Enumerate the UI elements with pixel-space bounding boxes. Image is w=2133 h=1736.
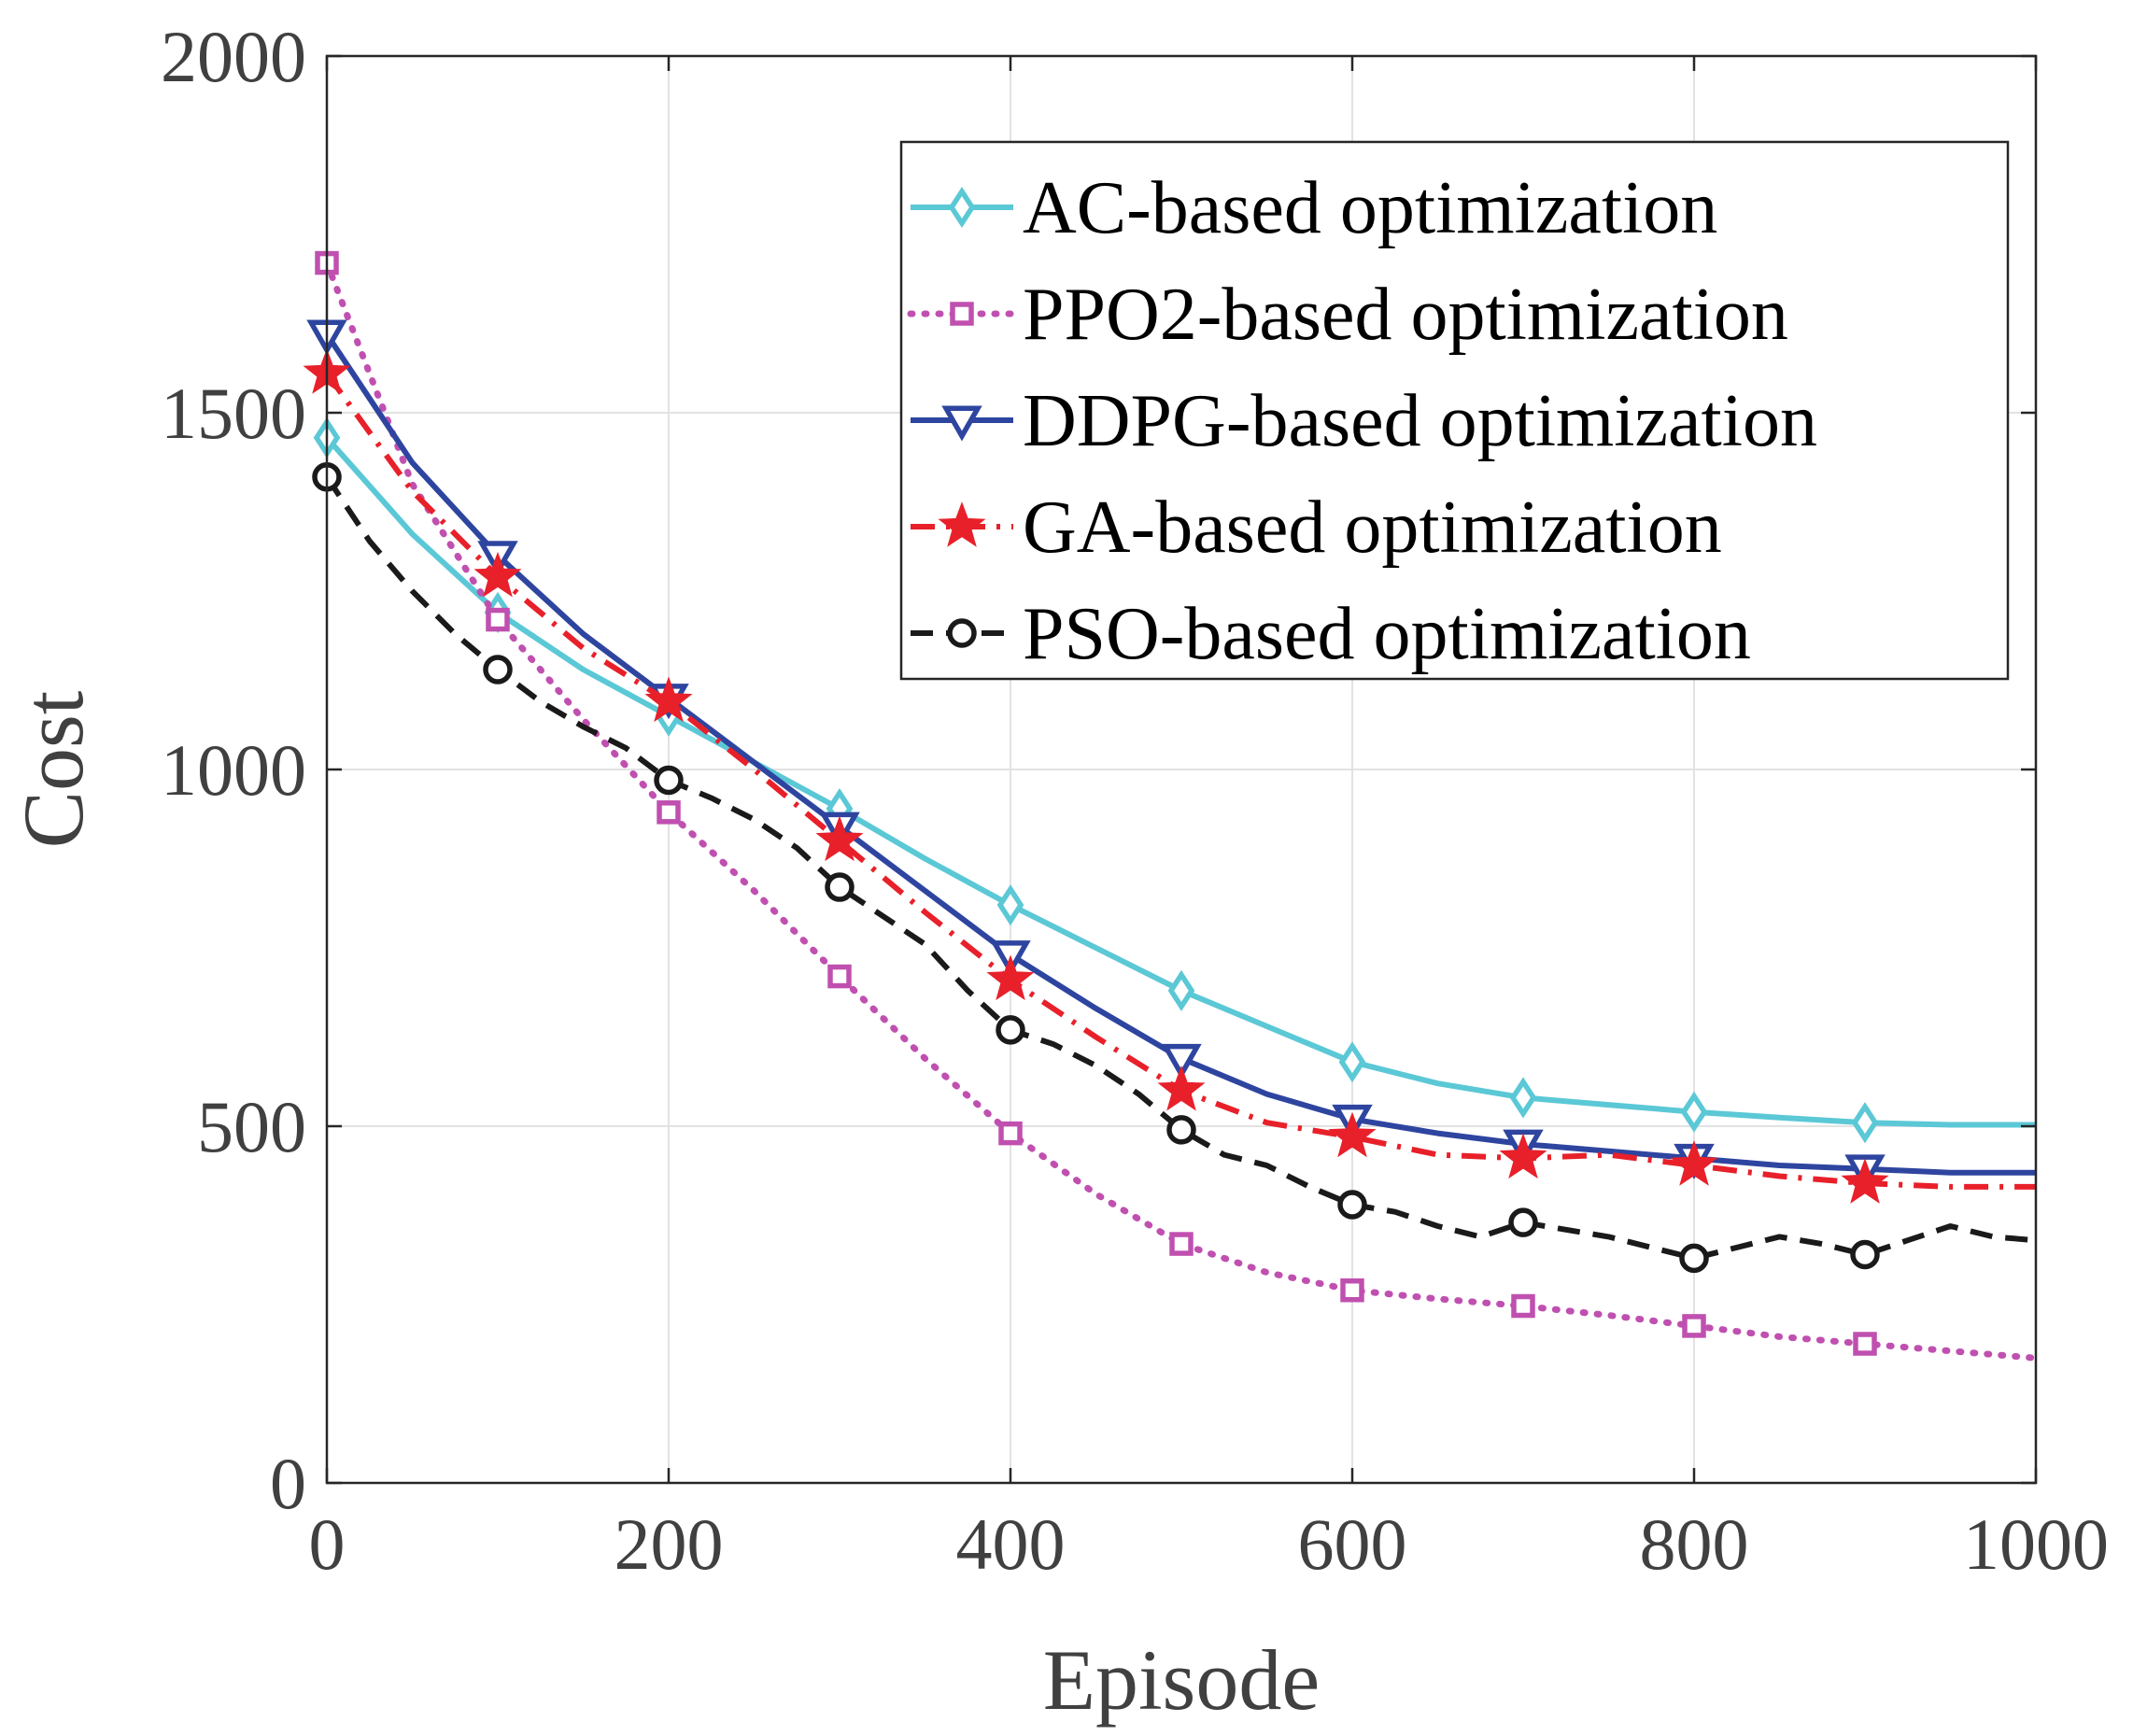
x-tick-label: 400 [956,1503,1066,1585]
x-tick-label: 800 [1640,1503,1749,1585]
data-point-ga [644,676,693,723]
data-point-ppo2 [486,607,510,632]
data-point-ac [1680,1091,1708,1133]
series-group [303,250,2040,1362]
data-point-ppo2 [657,800,681,825]
data-point-ga [1841,1158,1889,1204]
data-point-pso [1166,1115,1196,1145]
data-point-ga [1499,1133,1547,1179]
series-pso [312,462,2037,1274]
series-line-pso [324,475,2037,1262]
data-point-ppo2 [1682,1314,1706,1338]
data-point-ppo2 [827,964,852,989]
legend-marker-ga [938,501,986,547]
legend-entry-ppo2: PPO2-based optimization [907,274,1788,356]
data-point-ddpg [1161,1043,1202,1080]
axis-ticks: 0 200 400 600 800 1000 0 500 1000 1500 2000 [161,16,2109,1585]
x-tick-label: 1000 [1963,1503,2109,1585]
series-ppo2 [315,250,2040,1362]
data-point-ac [996,884,1024,926]
x-tick-label: 200 [614,1503,724,1585]
x-axis-title: Episode [1043,1632,1320,1728]
y-tick-label: 0 [270,1443,306,1524]
data-point-pso [1850,1239,1880,1270]
legend-marker-ppo2 [950,302,974,326]
legend-box [899,140,2010,681]
data-point-ac [1338,1041,1366,1083]
legend-marker-pso [947,618,977,648]
data-point-ac [1509,1077,1537,1119]
data-point-ppo2 [998,1121,1023,1146]
data-point-ga [815,815,864,862]
legend-label-ac: AC-based optimization [1023,167,1717,249]
data-point-ppo2 [1511,1293,1535,1319]
data-point-ppo2 [1340,1277,1364,1303]
legend: AC-based optimization PPO2-based optimiza… [899,140,2010,681]
data-point-ga [473,551,522,598]
data-point-pso [996,1015,1025,1045]
y-tick-label: 2000 [161,16,306,97]
legend-entry-pso: PSO-based optimization [911,593,1751,675]
legend-marker-ddpg [941,405,982,442]
legend-label-pso: PSO-based optimization [1023,593,1751,675]
legend-entry-ac: AC-based optimization [911,167,1717,249]
data-point-ga [986,954,1035,1001]
y-tick-label: 500 [197,1086,306,1167]
data-point-pso [483,655,513,685]
data-point-pso [825,872,855,902]
x-tick-label: 0 [309,1503,346,1585]
data-point-pso [654,765,684,796]
y-tick-label: 1000 [161,729,306,811]
data-point-ga [1670,1140,1718,1186]
data-point-ppo2 [1169,1232,1194,1256]
legend-label-ga: GA-based optimization [1023,487,1722,569]
data-point-ga [1328,1111,1377,1158]
x-tick-label: 600 [1298,1503,1407,1585]
legend-entry-ddpg: DDPG-based optimization [911,380,1817,462]
data-point-pso [1679,1243,1709,1274]
legend-label-ddpg: DDPG-based optimization [1023,380,1817,462]
data-point-pso [1337,1190,1367,1220]
data-point-ga [1157,1065,1206,1111]
legend-marker-ac [948,186,976,229]
data-point-ac [1851,1102,1879,1144]
legend-entry-ga: GA-based optimization [911,487,1722,569]
data-point-ppo2 [1853,1332,1877,1356]
data-point-ac [1167,969,1195,1011]
legend-label-ppo2: PPO2-based optimization [1023,274,1788,356]
y-tick-label: 1500 [161,373,306,454]
data-point-pso [1508,1207,1538,1237]
y-axis-title: Cost [6,690,101,848]
